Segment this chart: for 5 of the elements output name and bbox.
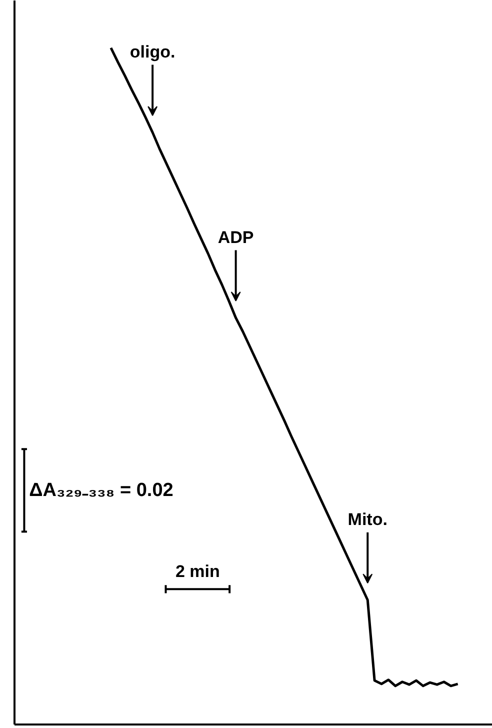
- annotation: Mito.: [348, 510, 388, 529]
- annotation: ADP: [218, 228, 254, 247]
- annotation: ΔA₃₂₉₋₃₃₈ = 0.02: [29, 480, 174, 501]
- annotation: oligo.: [130, 42, 176, 62]
- annotation: 2 min: [175, 562, 220, 582]
